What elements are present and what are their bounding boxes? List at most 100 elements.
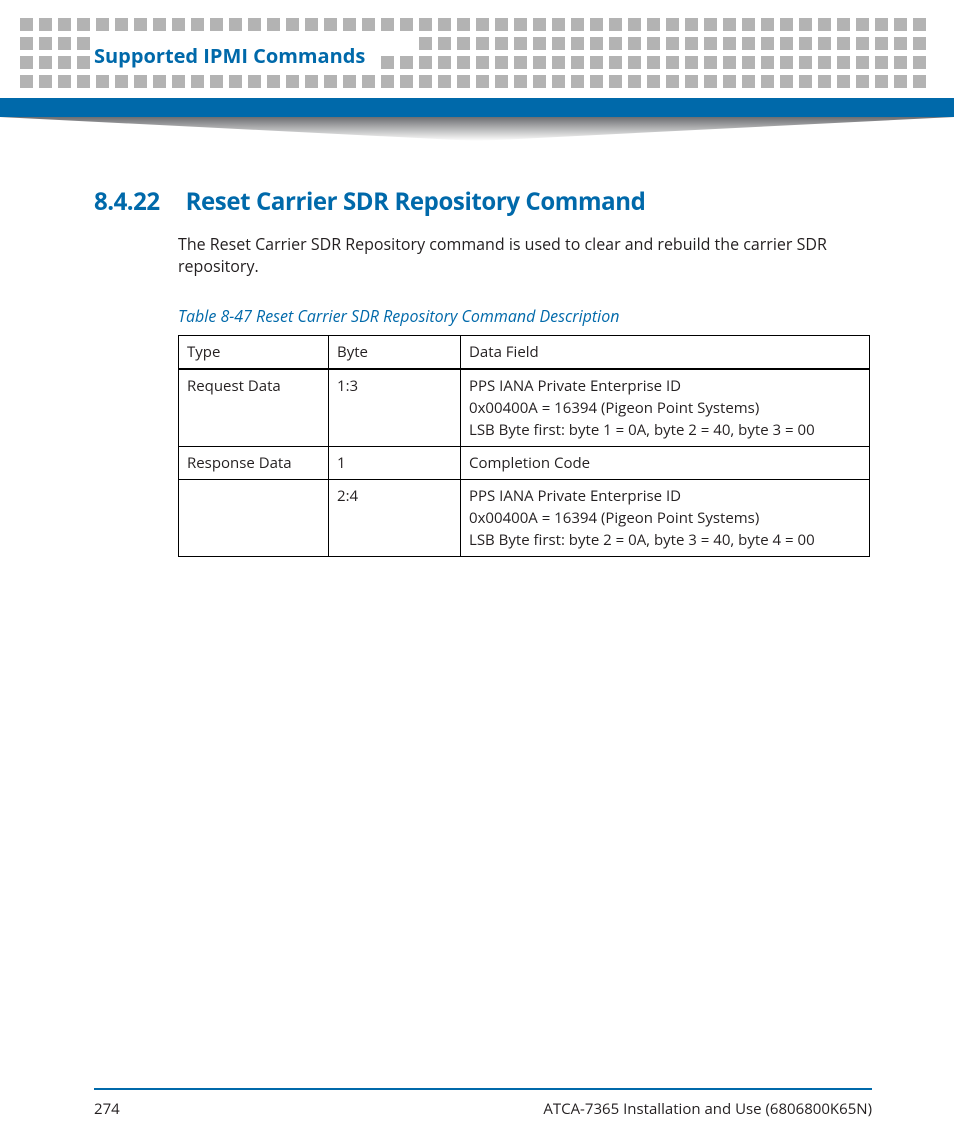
- grid-square: [818, 56, 831, 69]
- grid-square: [20, 56, 33, 69]
- grid-square: [856, 75, 869, 88]
- grid-square: [590, 75, 603, 88]
- grid-square: [666, 56, 679, 69]
- grid-square: [229, 75, 242, 88]
- table-header-byte: Byte: [329, 336, 461, 370]
- table-row: Response Data1Completion Code: [179, 447, 870, 480]
- grid-square: [590, 37, 603, 50]
- grid-square: [419, 75, 432, 88]
- grid-square: [324, 18, 337, 31]
- grid-square: [723, 37, 736, 50]
- grid-square: [514, 18, 527, 31]
- grid-square: [913, 56, 926, 69]
- grid-square: [58, 56, 71, 69]
- grid-square: [533, 56, 546, 69]
- table-row: 2:4PPS IANA Private Enterprise ID0x00400…: [179, 480, 870, 557]
- table-header-type: Type: [179, 336, 329, 370]
- grid-square: [362, 18, 375, 31]
- cell-byte: 2:4: [329, 480, 461, 557]
- grid-square: [400, 18, 413, 31]
- cell-datafield: PPS IANA Private Enterprise ID0x00400A =…: [461, 480, 870, 557]
- grid-square: [609, 56, 622, 69]
- grid-square: [476, 37, 489, 50]
- command-table: Type Byte Data Field Request Data1:3PPS …: [178, 335, 870, 557]
- doc-title: ATCA-7365 Installation and Use (6806800K…: [543, 1099, 872, 1119]
- datafield-line: 0x00400A = 16394 (Pigeon Point Systems): [469, 398, 861, 418]
- grid-row: [0, 75, 954, 88]
- table-header-datafield: Data Field: [461, 336, 870, 370]
- grid-square: [134, 75, 147, 88]
- cell-byte: 1: [329, 447, 461, 480]
- page-footer: 274 ATCA-7365 Installation and Use (6806…: [94, 1099, 872, 1119]
- grid-square: [723, 56, 736, 69]
- grid-square: [837, 56, 850, 69]
- grid-square: [742, 56, 755, 69]
- header-shadow: [0, 117, 954, 141]
- grid-square: [77, 37, 90, 50]
- grid-square: [666, 37, 679, 50]
- grid-square: [647, 18, 660, 31]
- grid-square: [837, 18, 850, 31]
- grid-square: [20, 75, 33, 88]
- grid-square: [476, 18, 489, 31]
- grid-square: [20, 18, 33, 31]
- grid-square: [685, 56, 698, 69]
- grid-square: [704, 56, 717, 69]
- grid-square: [609, 37, 622, 50]
- grid-square: [419, 56, 432, 69]
- grid-square: [552, 75, 565, 88]
- page-number: 274: [94, 1099, 120, 1119]
- grid-square: [685, 18, 698, 31]
- grid-square: [913, 18, 926, 31]
- grid-square: [552, 37, 565, 50]
- section-number: 8.4.22: [94, 185, 160, 218]
- grid-square: [153, 75, 166, 88]
- footer-rule: [94, 1088, 872, 1090]
- grid-square: [609, 75, 622, 88]
- datafield-line: Completion Code: [469, 453, 861, 473]
- grid-square: [742, 37, 755, 50]
- grid-square: [628, 37, 641, 50]
- grid-square: [875, 18, 888, 31]
- grid-square: [761, 37, 774, 50]
- grid-square: [457, 18, 470, 31]
- grid-square: [875, 56, 888, 69]
- grid-square: [818, 75, 831, 88]
- grid-square: [704, 37, 717, 50]
- section-body: The Reset Carrier SDR Repository command…: [178, 234, 872, 277]
- grid-square: [799, 37, 812, 50]
- grid-square: [96, 18, 109, 31]
- grid-square: [780, 37, 793, 50]
- grid-square: [856, 56, 869, 69]
- grid-square: [39, 56, 52, 69]
- grid-square: [476, 75, 489, 88]
- datafield-line: LSB Byte first: byte 1 = 0A, byte 2 = 40…: [469, 420, 861, 440]
- section-title: Reset Carrier SDR Repository Command: [186, 185, 646, 218]
- grid-square: [514, 56, 527, 69]
- grid-square: [894, 18, 907, 31]
- grid-square: [723, 18, 736, 31]
- grid-square: [761, 18, 774, 31]
- grid-square: [685, 37, 698, 50]
- grid-square: [400, 56, 413, 69]
- table-header-row: Type Byte Data Field: [179, 336, 870, 370]
- grid-square: [799, 56, 812, 69]
- grid-square: [172, 18, 185, 31]
- cell-type: [179, 480, 329, 557]
- grid-square: [286, 18, 299, 31]
- grid-square: [267, 75, 280, 88]
- grid-square: [381, 18, 394, 31]
- grid-square: [229, 18, 242, 31]
- cell-type: Request Data: [179, 369, 329, 447]
- grid-square: [39, 18, 52, 31]
- document-page: Supported IPMI Commands 8.4.22 Reset Car…: [0, 0, 954, 1145]
- grid-square: [514, 37, 527, 50]
- chapter-title: Supported IPMI Commands: [94, 42, 375, 69]
- grid-square: [666, 75, 679, 88]
- grid-square: [58, 37, 71, 50]
- grid-square: [628, 18, 641, 31]
- grid-square: [39, 37, 52, 50]
- grid-square: [77, 18, 90, 31]
- grid-square: [210, 75, 223, 88]
- grid-square: [77, 75, 90, 88]
